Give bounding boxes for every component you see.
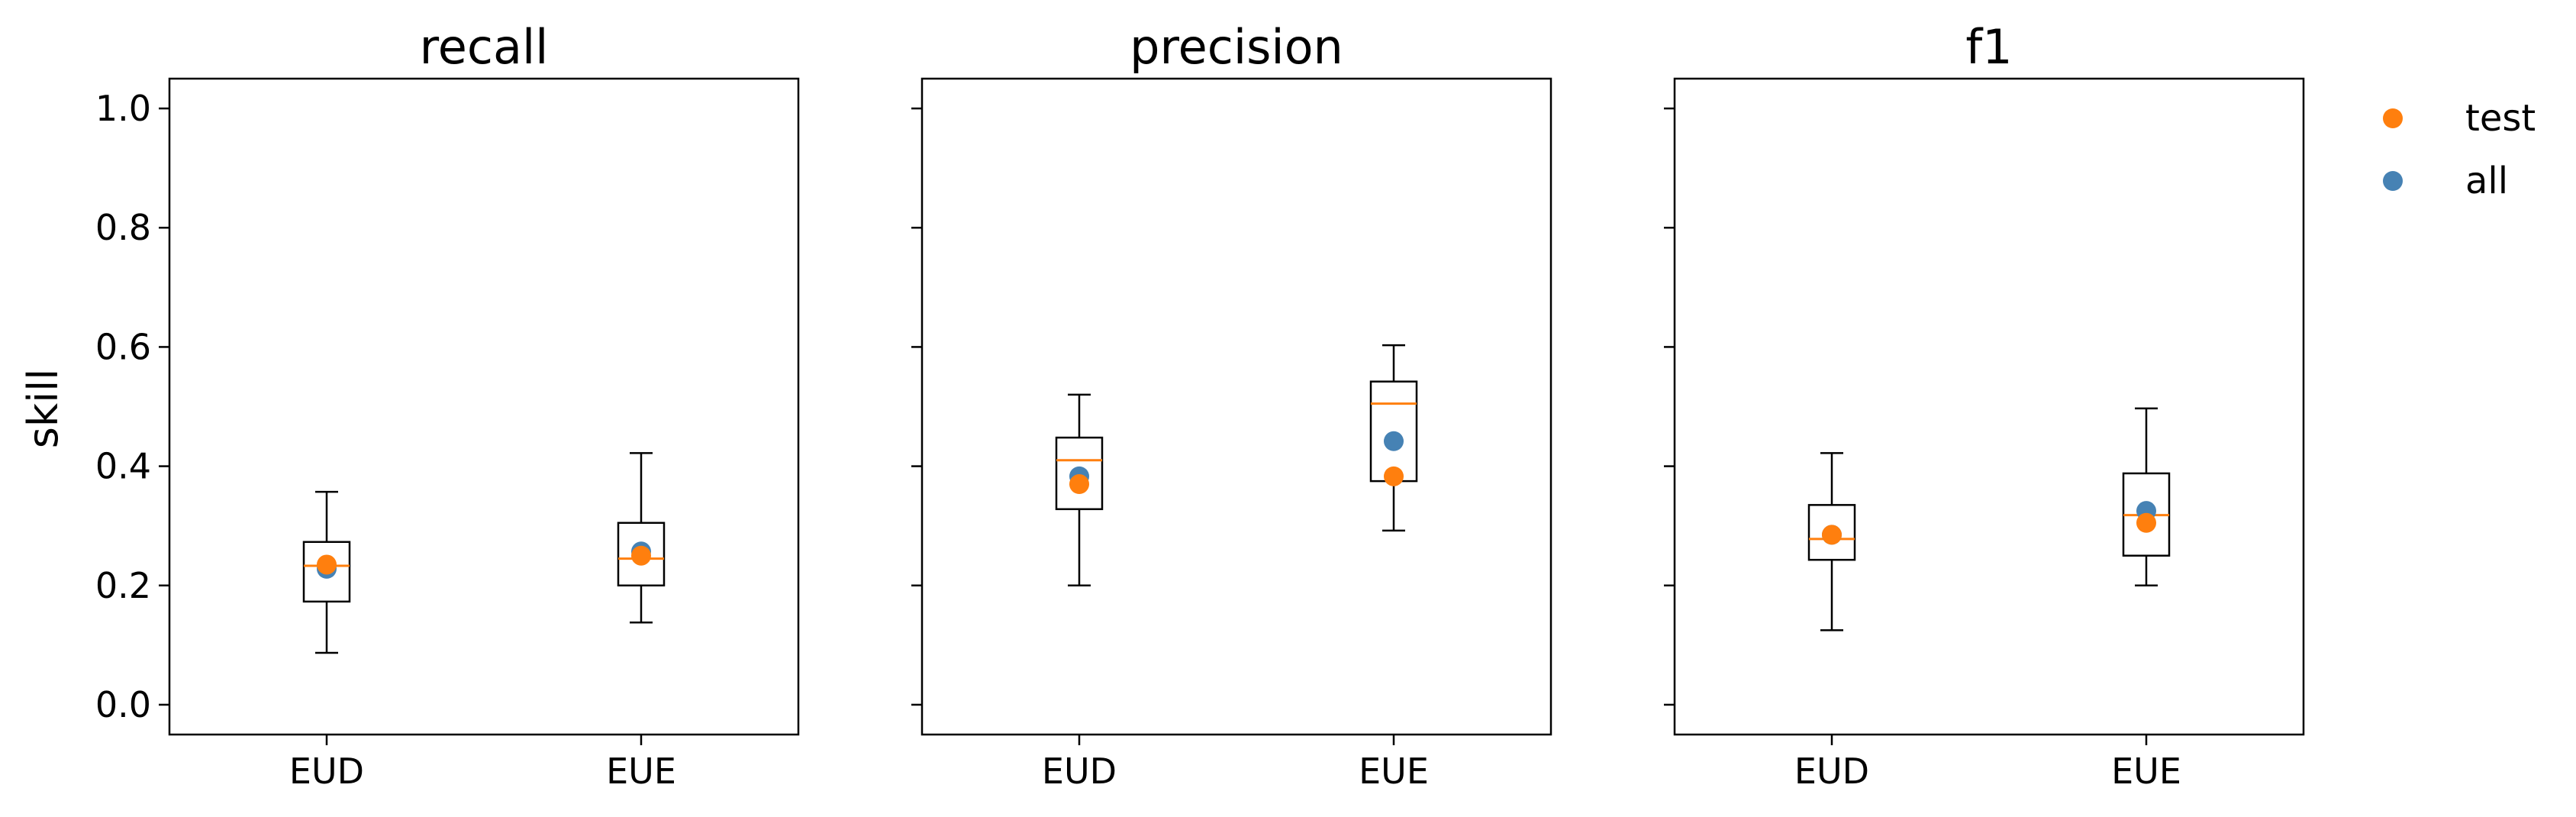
plot-frame xyxy=(920,77,1552,736)
plot-frame xyxy=(1673,77,2305,736)
test-point xyxy=(2136,512,2156,533)
panel-title: precision xyxy=(1130,19,1343,75)
y-tick-label: 0.4 xyxy=(95,446,151,487)
test-point xyxy=(1822,525,1842,545)
y-axis-title-group: skill xyxy=(19,369,67,448)
box-EUD: EUD xyxy=(1794,452,1869,792)
box-EUE: EUE xyxy=(2111,407,2181,792)
x-tick-label: EUD xyxy=(1794,751,1869,792)
box-EUD: EUD xyxy=(289,490,364,792)
y-tick-label: 1.0 xyxy=(95,88,151,129)
x-tick-label: EUD xyxy=(1042,751,1117,792)
panel-title: recall xyxy=(420,19,549,75)
box-EUD: EUD xyxy=(1042,393,1117,792)
box-body xyxy=(1055,436,1104,511)
x-tick-label: EUE xyxy=(2111,751,2181,792)
x-tick-label: EUE xyxy=(1359,751,1429,792)
all-point xyxy=(1384,431,1404,451)
legend-item-test: test xyxy=(2383,97,2536,140)
panel-precision: precision EUD EUE xyxy=(911,19,1552,792)
test-point xyxy=(317,554,337,575)
legend-marker xyxy=(2383,108,2403,128)
legend-label: all xyxy=(2465,160,2508,202)
test-point xyxy=(1069,474,1089,495)
y-tick-label: 0.8 xyxy=(95,207,151,248)
y-tick-label: 0.0 xyxy=(95,684,151,725)
panel-title: f1 xyxy=(1965,19,2012,75)
box-body xyxy=(302,541,351,603)
legend-marker xyxy=(2383,171,2403,191)
x-tick-label: EUD xyxy=(289,751,364,792)
panel-recall: recall 0.0 0.2 0.4 0.6 0.8 1.0 EUD EUE xyxy=(95,19,800,792)
plot-frame xyxy=(168,77,800,736)
legend: test all xyxy=(2383,97,2536,202)
test-point xyxy=(631,545,651,566)
legend-item-all: all xyxy=(2383,160,2508,202)
box-body xyxy=(1807,504,1856,561)
y-tick-label: 0.6 xyxy=(95,326,151,367)
box-EUE: EUE xyxy=(1359,344,1429,792)
legend-label: test xyxy=(2465,97,2536,140)
panel-f1: f1 EUD EUE xyxy=(1664,19,2305,792)
box-body xyxy=(617,522,666,587)
box-EUE: EUE xyxy=(606,452,676,792)
test-point xyxy=(1384,466,1404,486)
y-axis-title: skill xyxy=(19,369,67,448)
panels: recall 0.0 0.2 0.4 0.6 0.8 1.0 EUD EUE precision E… xyxy=(95,19,2305,792)
x-tick-label: EUE xyxy=(606,751,676,792)
y-tick-label: 0.2 xyxy=(95,565,151,606)
